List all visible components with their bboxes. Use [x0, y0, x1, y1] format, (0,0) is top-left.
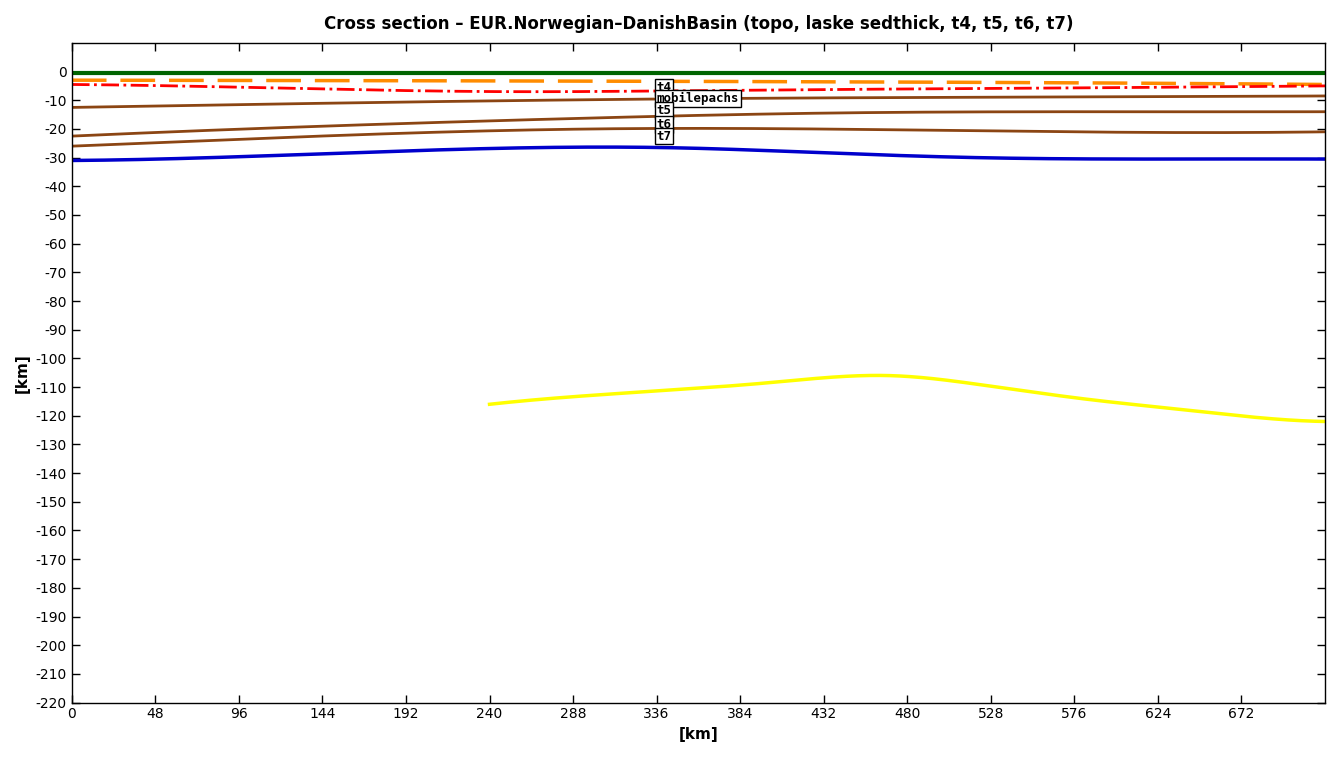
- Text: t4: t4: [657, 81, 671, 94]
- Y-axis label: [km]: [km]: [15, 353, 29, 393]
- Text: mobilepachs: mobilepachs: [657, 92, 740, 105]
- X-axis label: [km]: [km]: [678, 727, 718, 742]
- Text: t6: t6: [657, 118, 671, 131]
- Text: t7: t7: [657, 129, 671, 142]
- Title: Cross section – EUR.Norwegian–DanishBasin (topo, laske sedthick, t4, t5, t6, t7): Cross section – EUR.Norwegian–DanishBasi…: [324, 15, 1073, 33]
- Text: t5: t5: [657, 104, 671, 117]
